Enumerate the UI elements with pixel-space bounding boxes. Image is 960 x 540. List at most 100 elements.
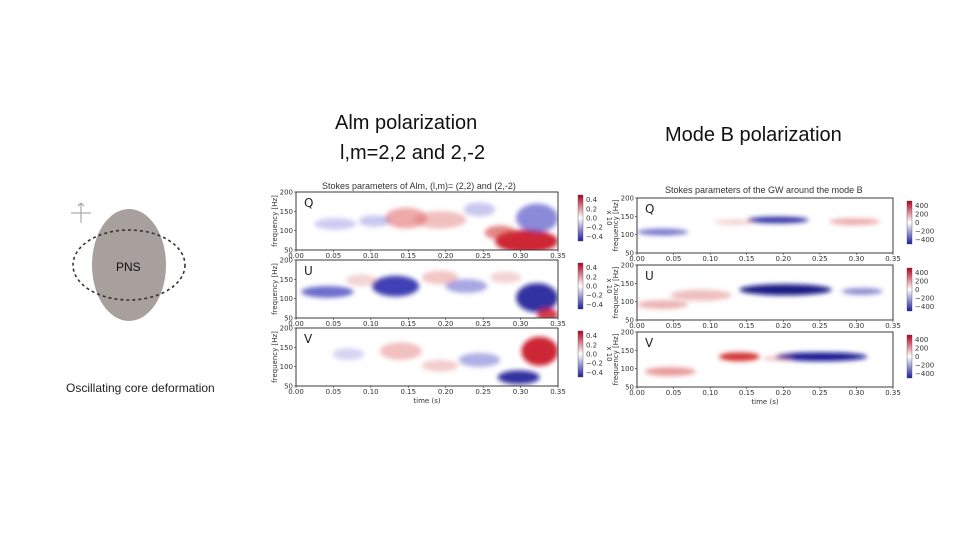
modeb-x-tick-label: 0.35 (885, 322, 901, 330)
modeb-x-tick-label: 0.30 (849, 322, 865, 330)
alm-intensity-blob (537, 308, 558, 318)
modeb-plot-area (636, 197, 894, 254)
alm-x-tick-label: 0.00 (288, 388, 304, 396)
modeb-intensity-blob (829, 218, 881, 225)
modeb-x-tick-label: 0.05 (666, 255, 682, 263)
modeb-intensity-blob (718, 352, 760, 362)
modeb-x-tick-label: 0.05 (666, 389, 682, 397)
modeb-x-tick-label: 0.00 (629, 255, 645, 263)
modeb-y-axis-label: frequency [Hz] (612, 266, 620, 318)
alm-y-axis-label: frequency [Hz] (271, 195, 279, 247)
modeb-intensity-blob (637, 300, 689, 309)
modeb-colorbar-tick: 0 (915, 353, 919, 361)
alm-y-tick-label: 200 (280, 257, 293, 265)
modeb-x-tick-label: 0.10 (702, 389, 718, 397)
axes-cross-icon (71, 202, 91, 223)
modeb-colorbar (906, 200, 913, 245)
modeb-colorbar-tick: −200 (915, 228, 934, 236)
alm-intensity-blob (445, 279, 488, 294)
modeb-intensity-blob (637, 228, 689, 236)
alm-heatmap-figure: Q 200 150 100 50 frequency [Hz] 0.00 0.05 0.10 0.… (271, 189, 613, 406)
deformed-outline (72, 229, 186, 301)
alm-panel-label: V (304, 332, 313, 346)
modeb-intensity-blob (739, 284, 832, 296)
modeb-x-tick-label: 0.10 (702, 255, 718, 263)
modeb-x-tick-label: 0.00 (629, 389, 645, 397)
alm-x-axis-label: time (s) (413, 397, 440, 405)
modeb-panel-v: V 200 150 100 50 frequency [Hz] 0.00 0.05 0.10 0.… (612, 329, 934, 398)
alm-x-tick-label: 0.25 (475, 320, 491, 328)
alm-intensity-blob (314, 218, 357, 230)
alm-colorbar-label: x 10 (605, 346, 613, 361)
modeb-y-tick-label: 200 (621, 262, 634, 270)
alm-x-tick-label: 0.00 (288, 320, 304, 328)
alm-x-tick-label: 0.20 (438, 320, 454, 328)
alm-colorbar-tick: −0.2 (586, 292, 603, 300)
alm-y-tick-label: 100 (280, 295, 293, 303)
modeb-intensity-blob (841, 288, 883, 295)
alm-y-tick-label: 150 (280, 344, 293, 352)
alm-intensity-blob (421, 359, 459, 372)
pns-body (92, 209, 166, 321)
modeb-panel-u: U 200 150 100 50 frequency [Hz] 0.00 0.05 0.10 0.… (612, 262, 934, 331)
alm-y-tick-label: 50 (284, 383, 293, 391)
modeb-x-tick-label: 0.30 (849, 255, 865, 263)
modeb-colorbar-tick: −400 (915, 370, 934, 378)
alm-x-tick-label: 0.35 (550, 388, 566, 396)
modeb-x-tick-label: 0.00 (629, 322, 645, 330)
alm-x-tick-label: 0.20 (438, 252, 454, 260)
alm-intensity-blob (421, 270, 459, 285)
alm-colorbar-tick: −0.2 (586, 360, 603, 368)
alm-colorbar (577, 330, 584, 378)
alm-colorbar-tick: 0.4 (586, 332, 598, 340)
alm-panel-label: U (304, 264, 313, 278)
alm-intensity-blob (345, 274, 378, 287)
modeb-y-tick-label: 100 (621, 231, 634, 239)
alm-x-tick-label: 0.30 (513, 252, 529, 260)
modeb-title: Mode B polarization (665, 124, 842, 146)
alm-x-tick-label: 0.25 (475, 252, 491, 260)
modeb-x-tick-label: 0.20 (775, 255, 791, 263)
alm-colorbar-tick: 0.2 (586, 273, 597, 281)
alm-x-tick-label: 0.30 (513, 388, 529, 396)
alm-x-tick-label: 0.10 (363, 252, 379, 260)
alm-intensity-blob (371, 275, 420, 297)
alm-colorbar (577, 194, 584, 242)
modeb-y-axis-label: frequency [Hz] (612, 199, 620, 251)
modeb-y-tick-label: 50 (625, 250, 634, 258)
modeb-figure-title: Stokes parameters of the GW around the m… (665, 185, 863, 195)
modeb-x-tick-label: 0.35 (885, 255, 901, 263)
alm-y-tick-label: 50 (284, 247, 293, 255)
alm-intensity-blob (521, 336, 558, 366)
alm-figure-title: Stokes parameters of Alm, (l,m)= (2,2) a… (322, 181, 516, 191)
alm-intensity-blob (413, 211, 467, 229)
modeb-x-tick-label: 0.20 (775, 322, 791, 330)
alm-y-axis-label: frequency [Hz] (271, 263, 279, 315)
alm-title-line1: Alm polarization (335, 112, 478, 134)
modeb-y-tick-label: 200 (621, 329, 634, 337)
modeb-colorbar-tick: 200 (915, 210, 928, 218)
modeb-x-tick-label: 0.15 (739, 255, 755, 263)
alm-x-tick-label: 0.05 (326, 252, 342, 260)
alm-intensity-blob (379, 342, 422, 360)
alm-y-tick-label: 50 (284, 315, 293, 323)
modeb-x-tick-label: 0.15 (739, 322, 755, 330)
alm-intensity-blob (358, 215, 391, 227)
modeb-x-tick-label: 0.10 (702, 322, 718, 330)
modeb-panel-label: U (645, 269, 654, 283)
alm-panel-q: Q 200 150 100 50 frequency [Hz] 0.00 0.05 0.10 0.… (271, 189, 613, 261)
alm-intensity-blob (301, 286, 354, 298)
alm-colorbar-label: x 10 (605, 210, 613, 225)
alm-y-tick-label: 200 (280, 325, 293, 333)
modeb-y-tick-label: 50 (625, 317, 634, 325)
modeb-x-tick-label: 0.25 (812, 255, 828, 263)
alm-colorbar-tick: 0.4 (586, 196, 598, 204)
modeb-intensity-blob (775, 352, 868, 362)
alm-x-tick-label: 0.35 (550, 320, 566, 328)
modeb-x-tick-label: 0.20 (775, 389, 791, 397)
diagram-caption: Oscillating core deformation (66, 381, 215, 395)
alm-y-tick-label: 200 (280, 189, 293, 197)
modeb-y-tick-label: 50 (625, 384, 634, 392)
alm-x-tick-label: 0.15 (400, 252, 416, 260)
alm-x-tick-label: 0.10 (363, 320, 379, 328)
